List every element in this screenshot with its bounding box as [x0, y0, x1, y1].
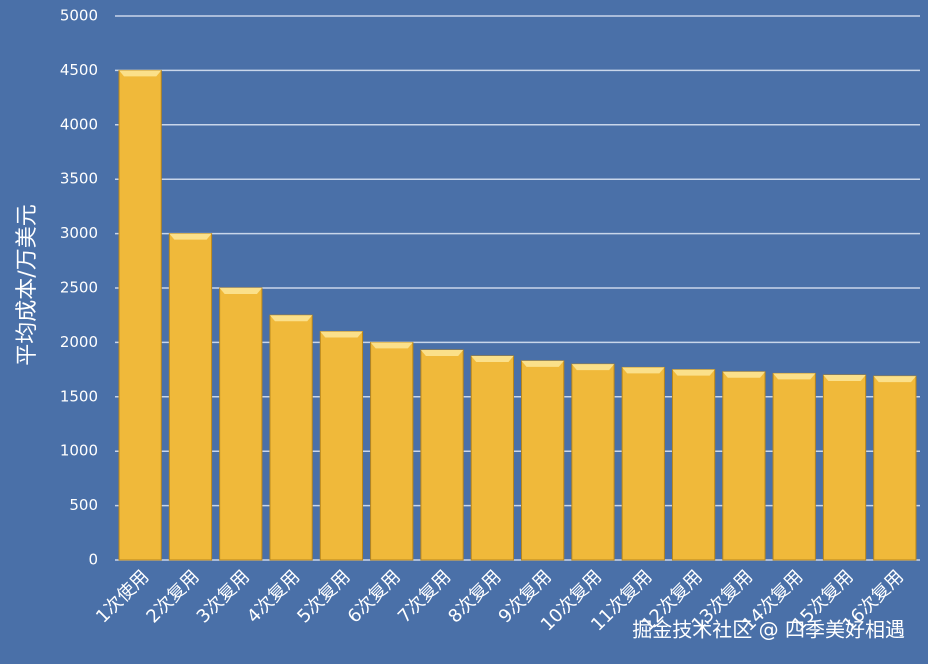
bar — [722, 371, 766, 561]
bar — [168, 233, 213, 561]
bar — [420, 349, 464, 561]
x-tick-label: 8次复用 — [444, 566, 505, 627]
bar-cap — [169, 233, 212, 240]
bar-cap — [420, 350, 464, 357]
bar — [521, 360, 565, 561]
bar-cap — [773, 373, 816, 380]
y-tick-label: 5000 — [60, 7, 98, 25]
x-tick-label: 4次复用 — [243, 566, 304, 627]
bar — [118, 69, 162, 561]
x-tick-label: 5次复用 — [293, 566, 354, 627]
bar — [571, 363, 615, 561]
bar-cap — [823, 375, 866, 382]
bar-cap — [722, 371, 766, 378]
bar — [772, 372, 816, 561]
bar — [269, 314, 313, 561]
bar — [671, 369, 716, 561]
y-axis-label: 平均成本/万美元 — [15, 204, 40, 365]
bar-cap — [521, 360, 564, 367]
y-tick-label: 4500 — [60, 61, 98, 79]
bar — [822, 374, 867, 561]
y-tick-label: 1000 — [60, 442, 98, 460]
x-tick-label: 7次复用 — [394, 566, 455, 627]
bar-cap — [571, 364, 615, 371]
y-tick-label: 2500 — [60, 279, 98, 297]
bar-cap — [873, 376, 916, 383]
bar-cap — [471, 356, 514, 362]
y-tick-label: 1500 — [60, 387, 98, 405]
bar-cap — [119, 70, 162, 77]
bar — [319, 331, 364, 561]
bar-cap — [370, 342, 413, 349]
y-tick-label: 0 — [88, 551, 98, 569]
bar-cap — [622, 367, 665, 374]
y-tick-label: 3000 — [60, 224, 98, 242]
x-tick-label: 6次复用 — [344, 566, 405, 627]
x-tick-label: 1次使用 — [92, 566, 153, 627]
bar — [370, 341, 414, 561]
bar-cap — [320, 331, 363, 338]
bar — [621, 366, 665, 561]
bar-cap — [219, 288, 262, 294]
y-tick-label: 500 — [69, 496, 98, 514]
watermark: 掘金技术社区 @ 四季美好相遇 — [632, 618, 905, 642]
y-tick-label: 2000 — [60, 333, 98, 351]
bar — [219, 287, 263, 561]
bar-cap — [269, 315, 313, 322]
x-tick-label: 3次复用 — [193, 566, 254, 627]
y-tick-label: 3500 — [60, 170, 98, 188]
bar-cap — [672, 369, 715, 376]
y-tick-label: 4000 — [60, 115, 98, 133]
bar — [873, 375, 917, 561]
bar — [470, 355, 514, 561]
x-tick-label: 2次复用 — [142, 566, 203, 627]
